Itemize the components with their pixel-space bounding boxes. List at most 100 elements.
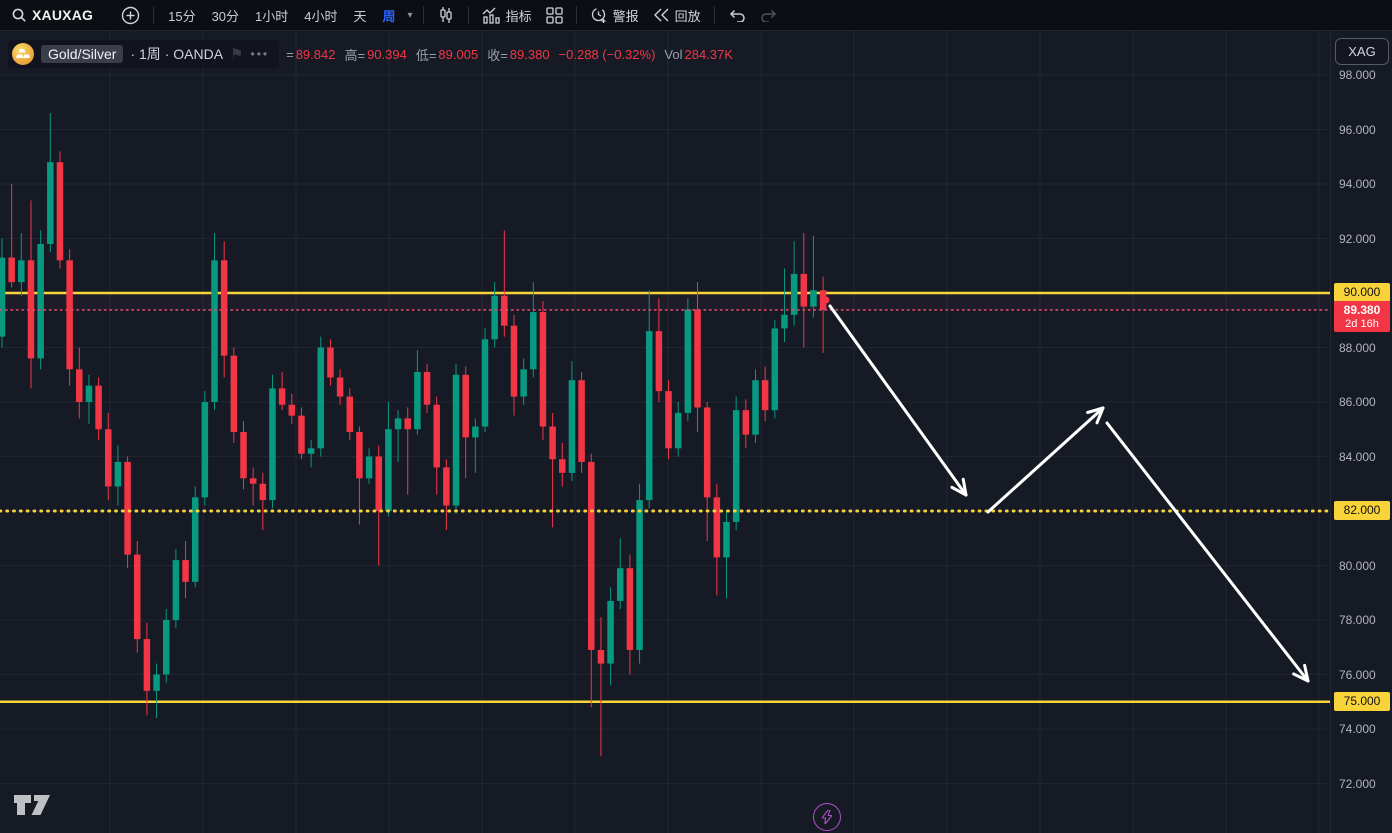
top-toolbar: XAUXAG 15分 30分 1小时 4小时 天 周 ▾ 指标 xyxy=(0,0,1392,31)
timeframe-15m[interactable]: 15分 xyxy=(168,8,196,24)
alert-button[interactable]: 警报 xyxy=(583,2,646,28)
projection-arrow[interactable] xyxy=(1105,421,1310,683)
axis-unit-button[interactable]: XAG xyxy=(1335,38,1389,65)
axis-tick-label: 74.000 xyxy=(1339,722,1376,736)
candle-up xyxy=(385,402,392,517)
candle-up xyxy=(790,241,798,326)
indicators-button[interactable]: 指标 xyxy=(475,2,539,28)
axis-tick-label: 78.000 xyxy=(1339,613,1376,627)
timeframe-1d[interactable]: 天 xyxy=(353,8,367,24)
candle-down xyxy=(143,622,151,716)
open-value: 89.842 xyxy=(295,46,336,62)
replay-button[interactable]: 回放 xyxy=(646,2,708,28)
legend-more-button[interactable]: ••• xyxy=(250,47,270,61)
redo-icon xyxy=(760,8,778,22)
axis-tick-label: 94.000 xyxy=(1339,177,1376,191)
candle-down xyxy=(56,151,64,269)
timeframe-4h[interactable]: 4小时 xyxy=(304,8,338,24)
grid xyxy=(0,30,1330,833)
legend-interval-venue[interactable]: · 1周 · OANDA xyxy=(130,46,224,62)
chart-area[interactable]: Gold/Silver · 1周 · OANDA ⚑ ••• = 89.842 高… xyxy=(0,30,1330,833)
candle-down xyxy=(665,380,672,460)
chart-legend: Gold/Silver · 1周 · OANDA ⚑ ••• = 89.842 高… xyxy=(8,40,733,68)
candle-up xyxy=(269,374,276,509)
indicators-icon xyxy=(482,7,501,24)
close-label: 收= xyxy=(487,47,508,63)
candle-down xyxy=(259,472,267,531)
search-icon xyxy=(11,7,27,23)
candle-down xyxy=(230,347,238,443)
rewind-icon xyxy=(653,8,670,22)
candle-down xyxy=(626,554,634,675)
candle-down xyxy=(182,540,189,599)
ohlc-values: = 89.842 高= 90.394 低= 89.005 收= 89.380 −0.28… xyxy=(286,45,733,64)
alarm-clock-icon xyxy=(590,6,608,24)
chart-style-button[interactable] xyxy=(430,2,462,28)
axis-tick-label: 92.000 xyxy=(1339,231,1376,246)
candle-up xyxy=(153,663,160,719)
level-price-badge[interactable]: 75.000 xyxy=(1334,691,1390,711)
candle-down xyxy=(443,459,450,531)
candle-down xyxy=(133,540,141,653)
low-value: 89.005 xyxy=(438,46,479,62)
candle-up xyxy=(491,282,498,348)
timeframe-1h[interactable]: 1小时 xyxy=(255,8,289,24)
countdown-timer: 2d 16h xyxy=(1345,317,1379,330)
redo-button[interactable] xyxy=(753,2,785,28)
undo-button[interactable] xyxy=(721,2,753,28)
axis-tick-label: 76.000 xyxy=(1339,667,1376,682)
candle-up xyxy=(752,369,759,443)
indicators-label: 指标 xyxy=(505,8,532,24)
candle-down xyxy=(713,483,721,596)
legend-pill[interactable]: Gold/Silver · 1周 · OANDA ⚑ ••• xyxy=(8,40,280,68)
candle-up xyxy=(781,268,788,343)
candle-down xyxy=(375,445,382,566)
candle-down xyxy=(655,298,663,402)
market-flag-icon[interactable]: ⚑ xyxy=(230,45,244,63)
candles-icon xyxy=(437,6,455,24)
candle-down xyxy=(742,399,750,449)
candle-up xyxy=(414,350,421,435)
candle-up xyxy=(37,230,44,370)
price-axis[interactable]: XAG 98.000 96.000 94.000 92.000 88.000 86.000… xyxy=(1330,30,1392,833)
candle-up xyxy=(307,440,315,468)
compare-add-button[interactable] xyxy=(114,2,147,28)
candle-up xyxy=(810,235,817,318)
candle-down xyxy=(240,421,247,490)
layout-grid-button[interactable] xyxy=(539,2,570,28)
candle-up xyxy=(191,486,199,588)
last-price-badge[interactable]: 89.380 2d 16h xyxy=(1334,300,1390,332)
toolbar-divider xyxy=(422,6,424,24)
tradingview-logo[interactable] xyxy=(12,792,58,823)
projection-arrow[interactable] xyxy=(828,304,968,497)
timeframe-30m[interactable]: 30分 xyxy=(211,8,240,24)
candle-down xyxy=(346,388,354,441)
symbol-search-button[interactable]: XAUXAG xyxy=(4,2,100,28)
projection-arrow[interactable] xyxy=(986,406,1105,514)
candle-down xyxy=(327,339,334,386)
candle-down xyxy=(510,314,518,416)
toolbar-divider xyxy=(467,6,469,24)
change-value: −0.288 (−0.32%) xyxy=(558,46,656,62)
candle-down xyxy=(404,407,411,495)
undo-icon xyxy=(728,8,746,22)
symbol-name: XAUXAG xyxy=(32,7,94,23)
candle-up xyxy=(365,448,373,484)
lightning-button[interactable] xyxy=(813,803,841,831)
level-price-badge[interactable]: 90.000 xyxy=(1334,283,1390,302)
candle-down xyxy=(819,276,827,353)
candle-up xyxy=(481,328,489,432)
axis-tick-label: 88.000 xyxy=(1339,340,1376,355)
legend-symbol-title[interactable]: Gold/Silver xyxy=(41,45,124,63)
level-price-badge[interactable]: 82.000 xyxy=(1334,501,1390,520)
drawing-anchor-dot[interactable] xyxy=(822,296,830,304)
candle-down xyxy=(249,467,257,506)
candle-up xyxy=(162,609,170,683)
candle-down xyxy=(462,366,469,479)
candlestick-chart xyxy=(0,30,1330,833)
timeframe-1w[interactable]: 周 xyxy=(382,8,396,24)
toolbar-divider xyxy=(575,6,577,24)
timeframe-dropdown-icon[interactable]: ▾ xyxy=(407,9,413,21)
candle-down xyxy=(105,412,112,501)
